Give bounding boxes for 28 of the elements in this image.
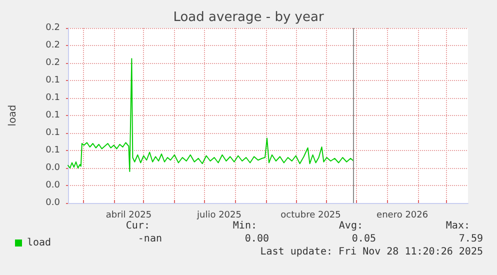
text: 0.05 xyxy=(352,234,376,244)
text: Avg: xyxy=(338,220,363,232)
line-series xyxy=(68,58,354,172)
y-tick-label: 0.2 xyxy=(46,40,60,50)
text: Cur: xyxy=(126,220,150,232)
text: Max: xyxy=(446,220,470,232)
text: 0.00 xyxy=(244,234,269,244)
y-tick-label: 0.0 xyxy=(46,163,60,173)
y-tick-label: 0.1 xyxy=(46,128,60,138)
legend-label: load xyxy=(27,238,52,248)
x-tick-label: abril 2025 xyxy=(106,210,152,220)
text: Min: xyxy=(232,220,257,232)
y-tick-label: 0.1 xyxy=(46,76,60,86)
y-tick-label: 0.1 xyxy=(46,146,60,156)
y-tick-label: 0.1 xyxy=(46,93,60,103)
chart-title: Load average - by year xyxy=(173,10,324,25)
text: -nan xyxy=(138,234,162,244)
y-tick-label: 0.0 xyxy=(46,198,60,208)
y-axis-title: load xyxy=(8,104,18,126)
x-tick-label: julio 2025 xyxy=(196,210,242,220)
y-tick-label: 0.2 xyxy=(46,23,60,33)
text: Last update: Fri Nov 28 11:20:26 2025 xyxy=(260,246,483,258)
y-tick-label: 0.2 xyxy=(46,58,60,68)
text: 7.59 xyxy=(458,234,483,244)
x-tick-label: octubre 2025 xyxy=(280,210,341,220)
y-tick-label: 0.1 xyxy=(46,110,60,120)
x-tick-label: enero 2026 xyxy=(376,210,428,220)
y-tick-label: 0.0 xyxy=(46,180,60,190)
